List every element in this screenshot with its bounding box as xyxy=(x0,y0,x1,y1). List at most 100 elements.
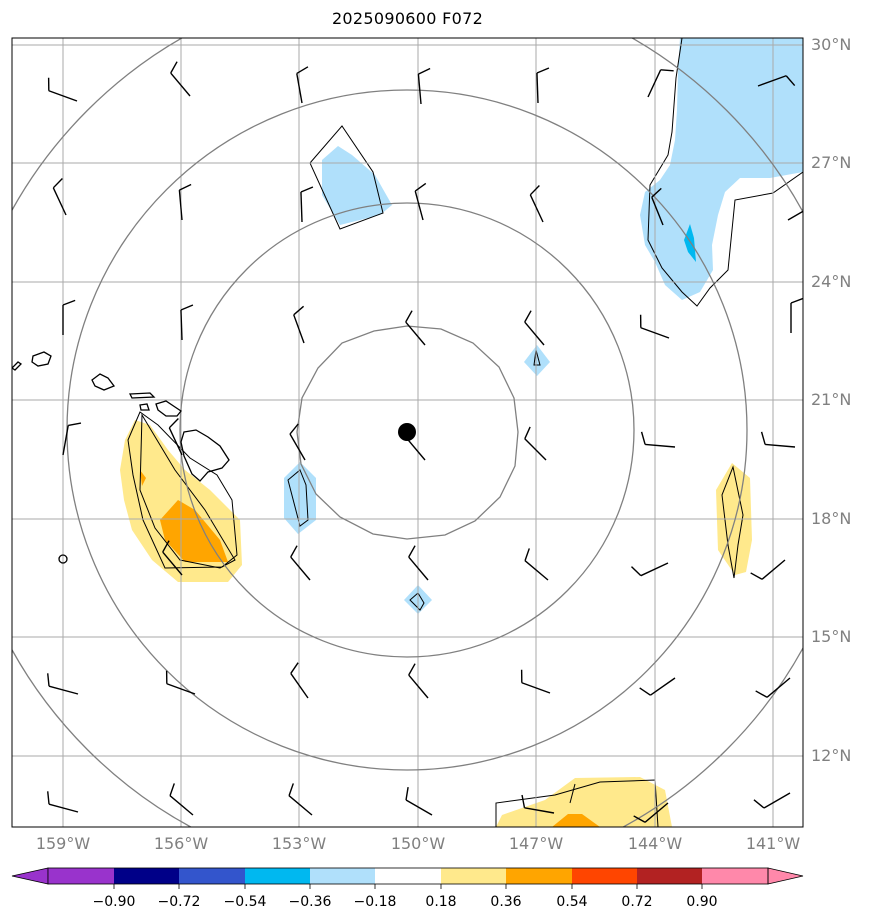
coastline xyxy=(12,351,230,564)
colorbar xyxy=(11,867,804,889)
contour xyxy=(533,349,541,366)
shading-layer xyxy=(120,38,803,827)
negative-anomaly-area xyxy=(640,38,803,300)
map-title: 2025090600 F072 xyxy=(331,9,484,28)
wind-barb-shaft xyxy=(651,196,664,226)
colorbar-bin xyxy=(179,868,245,884)
wind-barb-feather xyxy=(414,182,427,192)
negative-anomaly-core xyxy=(684,224,696,262)
colorbar-extend-low xyxy=(11,867,49,885)
wind-barb-shaft xyxy=(524,560,549,581)
wind-barb-feather xyxy=(521,794,526,808)
lat-label: 27°N xyxy=(811,153,852,172)
lat-label: 15°N xyxy=(811,627,852,646)
wind-barb-shaft xyxy=(48,685,79,695)
island-big-island xyxy=(180,429,230,482)
wind-barb-feather xyxy=(180,304,194,311)
island-small xyxy=(58,554,68,564)
wind-barb-shaft xyxy=(414,190,424,221)
negative-anomaly-area xyxy=(284,462,316,534)
wind-barb-shaft xyxy=(162,551,183,576)
wind-barb-shaft xyxy=(765,443,796,448)
wind-barb-feather xyxy=(300,186,314,193)
wind-barb-feather xyxy=(524,310,532,323)
positive-anomaly-core xyxy=(160,500,228,562)
contour xyxy=(139,413,236,569)
wind-barb-shaft xyxy=(405,321,426,346)
wind-barb-feather xyxy=(288,783,294,796)
contour xyxy=(309,125,384,230)
lon-label: 153°W xyxy=(271,834,327,853)
wind-barbs xyxy=(47,61,803,823)
lat-label: 21°N xyxy=(811,390,852,409)
wind-barb-shaft xyxy=(405,799,433,816)
colorbar-extend-high xyxy=(767,867,804,885)
wind-barb-shaft xyxy=(180,309,183,341)
wind-barb-feather xyxy=(639,687,651,696)
colorbar-bin xyxy=(310,868,375,884)
wind-barb-feather xyxy=(408,663,416,676)
wind-barb-shaft xyxy=(757,75,787,87)
wind-barb-feather xyxy=(52,178,63,189)
contour xyxy=(647,38,803,307)
island-maui xyxy=(155,400,182,417)
wind-barb-shaft xyxy=(647,69,662,98)
colorbar-bin xyxy=(572,868,637,884)
wind-barb-feather xyxy=(631,566,642,577)
colorbar-tick-label: 0.72 xyxy=(621,894,653,910)
wind-barb-feather xyxy=(529,185,540,196)
range-ring-2 xyxy=(179,202,635,658)
colorbar-tick-label: 0.90 xyxy=(686,894,718,910)
wind-barb-shaft xyxy=(166,683,196,695)
wind-barb-shaft xyxy=(640,327,670,339)
colorbar-tick-label: −0.54 xyxy=(223,894,267,910)
wind-barb-shaft xyxy=(289,433,306,461)
negative-anomaly-area xyxy=(524,345,550,376)
island-kauai xyxy=(31,351,52,367)
wind-barb-shaft xyxy=(521,682,551,694)
lat-label: 30°N xyxy=(811,35,852,54)
wind-barb-shaft xyxy=(524,321,545,346)
contour xyxy=(127,411,238,569)
wind-barb-shaft xyxy=(288,795,313,816)
contour xyxy=(409,592,425,611)
wind-barb-feather xyxy=(753,799,765,809)
wind-barb-shaft xyxy=(293,314,305,344)
wind-barb-feather xyxy=(169,783,175,796)
wind-barb-feather xyxy=(168,418,179,429)
wind-barb-feather xyxy=(290,545,298,558)
contour xyxy=(721,465,744,579)
wind-barb-shaft xyxy=(766,677,791,698)
island-oahu xyxy=(91,373,116,391)
colorbar-tick-label: −0.72 xyxy=(157,894,201,910)
wind-barb-shaft xyxy=(787,210,803,221)
lon-label: 159°W xyxy=(35,834,91,853)
island-molokai xyxy=(128,392,156,399)
wind-barb-feather xyxy=(785,75,796,87)
wind-barb-shaft xyxy=(48,803,79,813)
wind-barb-feather xyxy=(68,422,82,427)
colorbar-outline xyxy=(47,867,769,885)
wind-barb-shaft xyxy=(48,90,78,102)
colorbar-tick-label: −0.18 xyxy=(353,894,397,910)
wind-barb-feather xyxy=(405,787,409,801)
wind-barb-feather xyxy=(62,299,76,306)
colorbar-tick-label: −0.90 xyxy=(92,894,136,910)
wind-barb-feather xyxy=(408,545,416,558)
colorbar-bin xyxy=(114,868,179,884)
wind-barb-feather xyxy=(750,572,763,580)
wind-barb-shaft xyxy=(640,562,669,577)
colorbar-bin xyxy=(441,868,506,884)
wind-barb-shaft xyxy=(300,191,303,223)
wind-barb-feather xyxy=(755,690,768,698)
wind-barb-shaft xyxy=(405,436,426,461)
wind-barb-feather xyxy=(524,548,530,561)
wind-barb-feather xyxy=(47,673,50,687)
wind-barb-feather xyxy=(296,66,309,75)
lat-label: 12°N xyxy=(811,746,852,765)
wind-barb-feather xyxy=(633,815,646,823)
colorbar-bin xyxy=(506,868,572,884)
colorbar-tick-label: 0.36 xyxy=(490,894,522,910)
wind-barb-shaft xyxy=(645,443,676,448)
